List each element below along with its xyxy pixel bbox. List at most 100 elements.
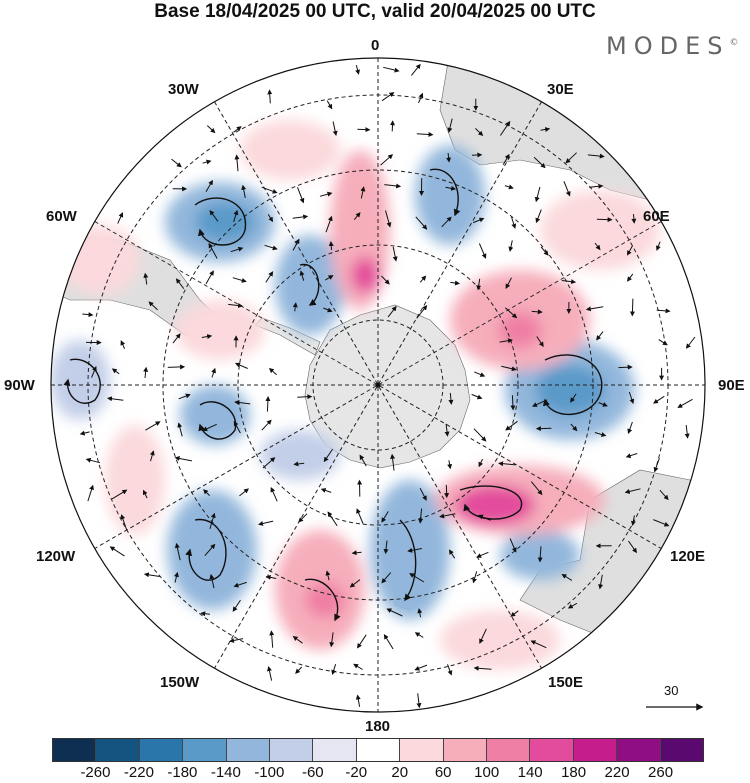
wind-vector-arrow (230, 246, 244, 253)
wind-vector-arrow (267, 213, 274, 223)
wind-vector-arrow (91, 365, 97, 378)
wind-vector-arrow (232, 599, 241, 612)
wind-vector-arrow (531, 309, 543, 315)
wind-vector-arrow (292, 302, 298, 312)
colorbar-tick-label: 260 (648, 764, 674, 781)
wind-vector-arrow (355, 64, 360, 75)
anomaly-blob (240, 120, 340, 180)
wind-vector-arrow (414, 664, 428, 671)
wind-vector-arrow (419, 275, 427, 283)
anomaly-blob (175, 300, 265, 360)
wind-vector-arrow (319, 191, 333, 197)
wind-vector-arrow (174, 542, 181, 561)
wind-vector-arrow (325, 570, 331, 581)
colorbar-tick-label: 20 (391, 764, 409, 781)
wind-vector-arrow (228, 303, 243, 309)
lon-label-60w: 60W (46, 208, 77, 225)
wind-vector-arrow (499, 338, 513, 344)
vector-reference-arrow (646, 703, 704, 711)
colorbar-tick-label: 220 (604, 764, 630, 781)
wind-vector-arrow (448, 549, 456, 559)
wind-vector-arrow (476, 278, 482, 291)
wind-vector-arrow (209, 573, 215, 589)
wind-vector-arrow (684, 425, 690, 439)
wind-vector-arrow (292, 238, 300, 251)
map-boundary (50, 57, 706, 713)
colorbar-tick-label: -20 (345, 764, 368, 781)
wind-vectors (79, 63, 696, 709)
map-disk (51, 58, 705, 712)
lon-label-120w: 120W (36, 548, 76, 565)
streamline (542, 354, 603, 416)
colorbar-segment (139, 739, 184, 761)
wind-vector-arrow (357, 127, 371, 133)
lon-label-60e: 60E (643, 208, 670, 225)
wind-vector-arrow (82, 312, 94, 318)
wind-vector-arrow (209, 209, 219, 222)
colorbar-segment (270, 739, 314, 761)
wind-vector-arrow (473, 217, 485, 224)
wind-vector-arrow (561, 279, 577, 285)
wind-vector-arrow (478, 243, 487, 259)
wind-vector-arrow (269, 630, 275, 648)
wind-vector-arrow (505, 277, 512, 289)
anomaly-blob (260, 430, 340, 480)
colorbar-tick-label: 140 (517, 764, 543, 781)
wind-vector-arrow (359, 454, 367, 467)
colorbar-tick-label: -140 (210, 764, 241, 781)
wind-vector-arrow (143, 272, 149, 285)
wind-vector-arrow (535, 209, 542, 224)
wind-vector-arrow (331, 664, 337, 676)
wind-vector-arrow (381, 92, 395, 102)
wind-vector-arrow (540, 127, 551, 132)
wind-vector-arrow (326, 100, 333, 110)
streamline (63, 358, 101, 404)
wind-vector-arrow (409, 573, 425, 583)
wind-vector-arrow (630, 515, 636, 526)
wind-vector-arrow (628, 391, 635, 405)
vector-reference-label: 30 (664, 683, 679, 698)
colorbar-tick-label: -220 (123, 764, 154, 781)
anomaly-blob (540, 190, 660, 270)
wind-vector-arrow (627, 245, 633, 256)
wind-vector-arrow (390, 453, 396, 471)
wind-vector-arrow (627, 421, 633, 434)
anomaly-blob (105, 425, 165, 535)
map-title: Base 18/04/2025 00 UTC, valid 20/04/2025… (154, 1, 596, 22)
colorbar-segment (573, 739, 618, 761)
wind-vector-arrow (658, 339, 668, 346)
wind-vector-arrow (145, 421, 161, 431)
wind-vector-arrow (208, 242, 218, 259)
wind-vector-arrow (258, 520, 274, 526)
wind-vector-arrow (594, 432, 607, 437)
lon-label-90w: 90W (4, 377, 35, 394)
wind-vector-arrow (264, 244, 278, 251)
streamline (429, 168, 461, 217)
wind-vector-arrow (79, 430, 90, 436)
wind-vector-arrow (239, 488, 249, 497)
wind-vector-arrow (510, 395, 516, 411)
wind-vector-arrow (504, 307, 518, 319)
wind-vector-arrow (325, 275, 334, 281)
wind-vector-arrow (142, 489, 148, 499)
wind-vector-arrow (328, 241, 334, 251)
wind-vector-arrow (120, 340, 126, 350)
wind-vector-arrow (441, 216, 452, 228)
wind-vector-arrow (540, 246, 549, 256)
wind-vector-arrow (204, 543, 216, 557)
wind-vector-arrow (120, 514, 128, 531)
wind-vector-arrow (594, 242, 601, 251)
wind-vector-arrow (175, 278, 185, 290)
wind-vector-arrow (143, 366, 149, 379)
wind-vector-arrow (536, 336, 544, 348)
wind-vector-arrow (476, 551, 489, 558)
wind-vector-arrow (478, 458, 484, 468)
wind-vector-arrow (416, 131, 434, 137)
wind-vector-arrow (261, 186, 278, 194)
wind-vector-arrow (174, 456, 192, 462)
circulation-streamlines (63, 168, 603, 622)
wind-vector-arrow (262, 457, 276, 469)
wind-vector-arrow (565, 152, 577, 164)
wind-vector-arrow (323, 307, 333, 313)
wind-vector-arrow (211, 367, 216, 378)
